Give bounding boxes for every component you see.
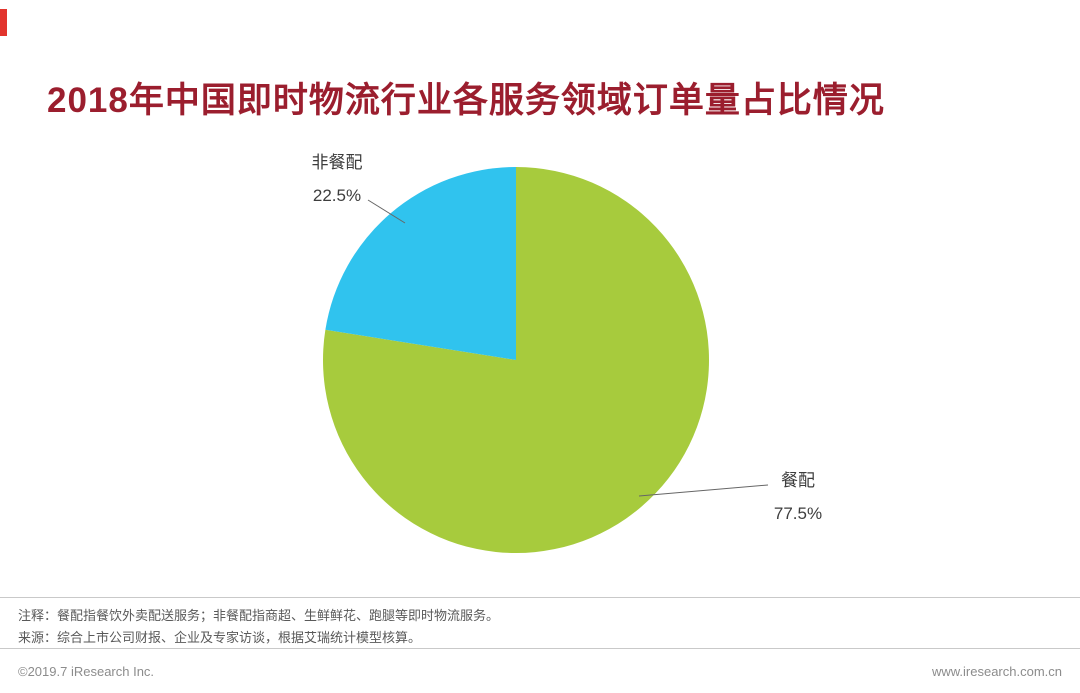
label-noncater: 非餐配 22.5% [272, 146, 402, 212]
note-source: 来源：综合上市公司财报、企业及专家访谈，根据艾瑞统计模型核算。 [18, 630, 422, 646]
footer-bar: ©2019.7 iResearch Inc. www.iresearch.com… [0, 649, 1080, 693]
leader-line-noncater [367, 199, 406, 224]
label-noncater-name: 非餐配 [311, 153, 363, 172]
pie-slices-group [323, 167, 710, 554]
pie-slice-0 [323, 167, 710, 554]
chart-title: 2018年中国即时物流行业各服务领域订单量占比情况 [47, 81, 885, 120]
leader-line-cater [638, 484, 769, 497]
red-accent-bar [0, 9, 7, 36]
label-cater-value: 77.5% [773, 504, 823, 524]
label-cater-name: 餐配 [781, 471, 815, 490]
label-noncater-value: 22.5% [312, 186, 362, 206]
footer-website: www.iresearch.com.cn [931, 663, 1062, 679]
notes-top-divider [0, 597, 1080, 598]
note-definition: 注释：餐配指餐饮外卖配送服务；非餐配指商超、生鲜鲜花、跑腿等即时物流服务。 [18, 608, 500, 623]
label-cater: 餐配 77.5% [733, 464, 863, 530]
notes-block: 注释：餐配指餐饮外卖配送服务；非餐配指商超、生鲜鲜花、跑腿等即时物流服务。 来源… [18, 605, 499, 649]
notes-bottom-divider [0, 648, 1080, 649]
footer-copyright: ©2019.7 iResearch Inc. [18, 663, 155, 679]
pie-slice-1 [325, 167, 516, 360]
